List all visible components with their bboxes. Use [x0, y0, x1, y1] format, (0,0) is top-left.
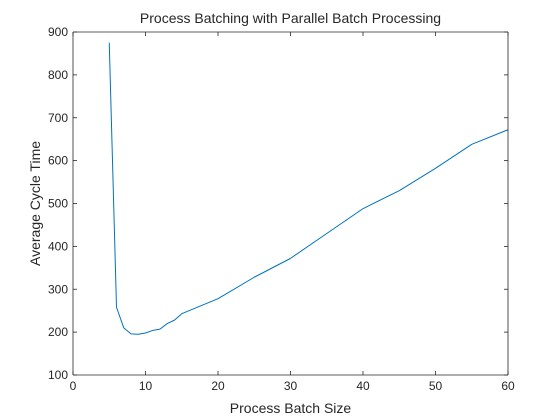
- y-tick-label: 700: [48, 111, 68, 125]
- y-axis-ticks: 100 200 300 400 500 600 700 800 900: [48, 25, 508, 382]
- x-tick-label: 20: [211, 379, 225, 393]
- y-axis-label: Average Cycle Time: [27, 141, 43, 266]
- chart-title: Process Batching with Parallel Batch Pro…: [140, 10, 441, 26]
- y-tick-label: 500: [48, 197, 68, 211]
- y-tick-label: 300: [48, 282, 68, 296]
- series-layer: [108, 42, 509, 335]
- x-tick-label: 50: [429, 379, 443, 393]
- x-tick-label: 10: [139, 379, 153, 393]
- x-tick-label: 30: [284, 379, 298, 393]
- x-tick-label: 60: [501, 379, 515, 393]
- plot-background: [73, 32, 508, 375]
- y-tick-label: 900: [48, 25, 68, 39]
- series-line-0: [108, 42, 509, 335]
- y-tick-label: 400: [48, 239, 68, 253]
- y-tick-label: 600: [48, 154, 68, 168]
- x-tick-label: 0: [70, 379, 77, 393]
- y-tick-label: 800: [48, 68, 68, 82]
- x-axis-label: Process Batch Size: [230, 400, 352, 416]
- x-axis-ticks: 0 10 20 30 40 50 60: [70, 32, 515, 393]
- y-tick-label: 200: [48, 325, 68, 339]
- y-tick-label: 100: [48, 368, 68, 382]
- plot-area: [73, 32, 508, 375]
- x-tick-label: 40: [356, 379, 370, 393]
